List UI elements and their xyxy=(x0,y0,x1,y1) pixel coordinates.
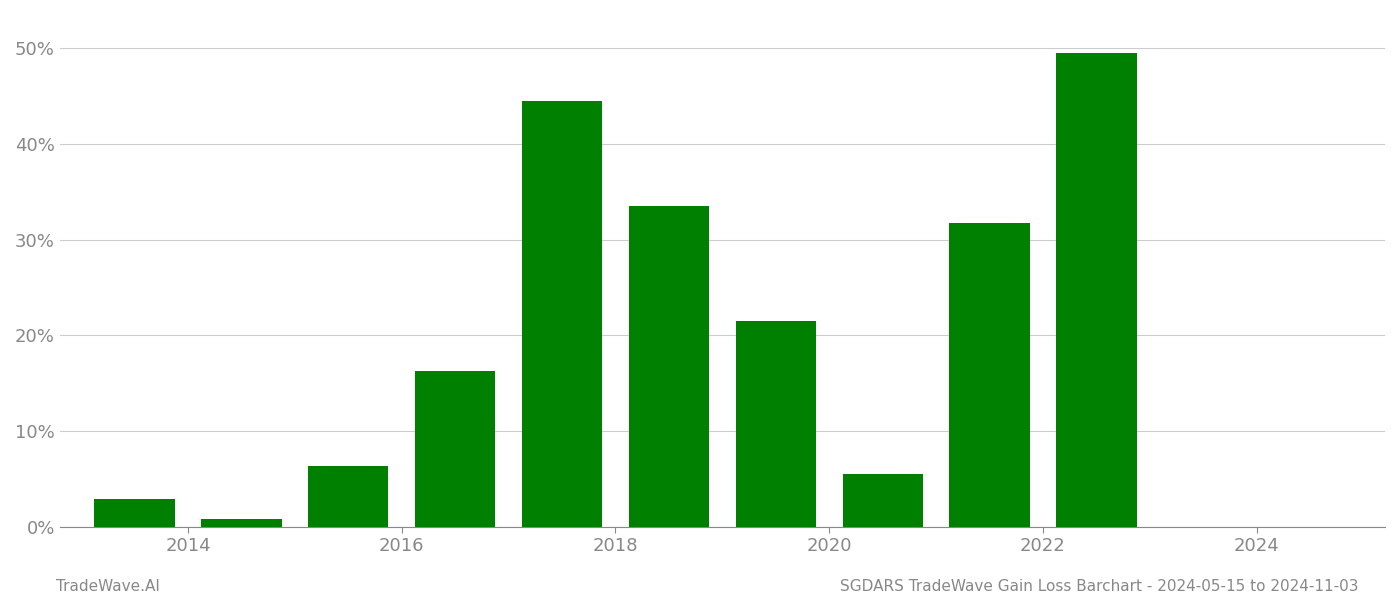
Bar xyxy=(414,371,496,527)
Bar xyxy=(843,474,923,527)
Bar xyxy=(736,321,816,527)
Text: TradeWave.AI: TradeWave.AI xyxy=(56,579,160,594)
Text: SGDARS TradeWave Gain Loss Barchart - 2024-05-15 to 2024-11-03: SGDARS TradeWave Gain Loss Barchart - 20… xyxy=(840,579,1358,594)
Bar xyxy=(1057,53,1137,527)
Bar xyxy=(949,223,1029,527)
Bar xyxy=(202,519,281,527)
Bar xyxy=(94,499,175,527)
Bar xyxy=(308,466,388,527)
Bar xyxy=(522,101,602,527)
Bar xyxy=(629,206,708,527)
